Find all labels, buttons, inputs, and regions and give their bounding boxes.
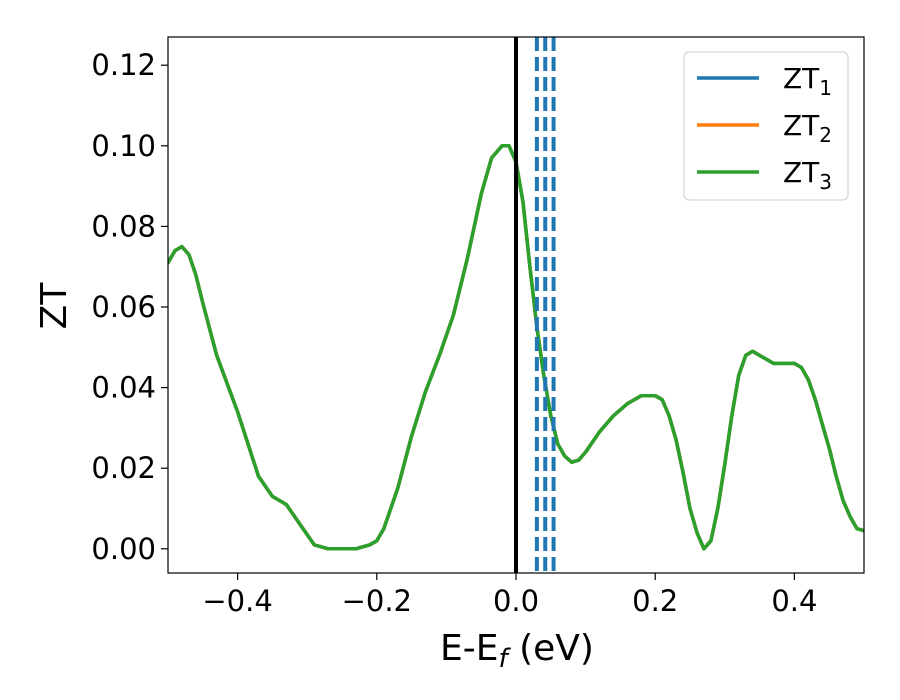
legend-box [683,51,849,201]
series-group [168,37,864,573]
x-axis: −0.4 −0.2 0.0 0.2 0.4 [202,573,817,618]
y-tick-label: 0.10 [91,129,156,163]
y-axis-label: ZT [34,282,75,330]
x-tick-label: −0.2 [342,584,412,618]
y-tick-label: 0.12 [91,48,156,82]
y-tick-label: 0.04 [91,371,156,405]
y-axis: 0.00 0.02 0.04 0.06 0.08 0.10 0.12 [91,48,168,566]
series-line-zt3 [168,144,864,551]
plot-area [167,36,865,574]
legend: ZT1 ZT2 ZT3 [683,51,849,201]
y-tick-label: 0.00 [91,532,156,566]
legend-label-zt1: ZT1 [783,62,832,100]
x-tick-label: −0.4 [202,584,272,618]
x-tick-label: 0.4 [771,584,817,618]
y-tick-label: 0.08 [91,209,156,243]
y-tick-label: 0.06 [91,290,156,324]
legend-label-zt2: ZT2 [783,109,832,147]
x-tick-label: 0.2 [632,584,678,618]
y-tick-label: 0.02 [91,451,156,485]
x-tick-label: 0.0 [493,584,539,618]
legend-label-zt3: ZT3 [783,156,832,194]
x-axis-label: E-Ef (eV) [440,628,594,674]
